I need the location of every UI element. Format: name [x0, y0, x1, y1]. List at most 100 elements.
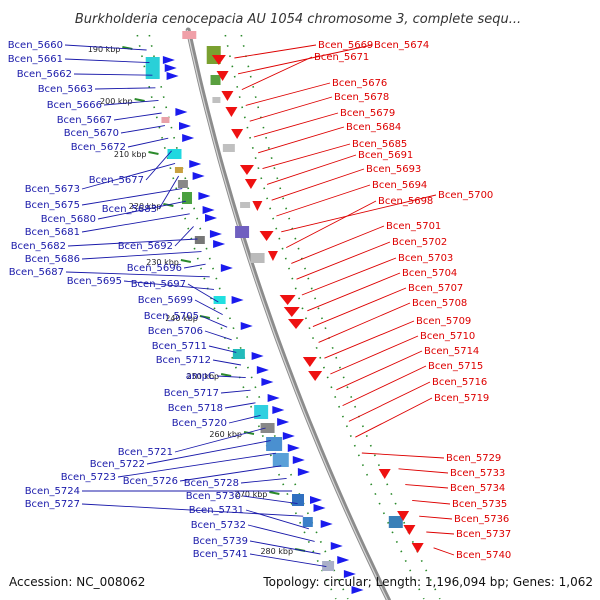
gene-label-left[interactable]: Bcen_5682: [11, 241, 66, 252]
gene-label-right[interactable]: Bcen_5676: [332, 78, 387, 89]
leader-line-left: [94, 87, 156, 90]
gene-label-left[interactable]: Bcen_5686: [25, 254, 80, 265]
gene-label-left[interactable]: Bcen_5711: [152, 341, 207, 352]
gene-label-left[interactable]: Bcen_5692: [118, 241, 173, 252]
scale-tick-label: 280 kbp: [260, 547, 293, 556]
gene-label-left[interactable]: Bcen_5660: [8, 40, 63, 51]
gene-label-right[interactable]: Bcen_5708: [412, 298, 467, 309]
gene-label-right[interactable]: Bcen_5669: [318, 40, 373, 51]
leader-line-left: [67, 238, 198, 247]
gene-label-left[interactable]: Bcen_5661: [8, 54, 63, 65]
gene-label-right[interactable]: Bcen_5693: [366, 164, 421, 175]
gene-label-left[interactable]: Bcen_5687: [9, 267, 64, 278]
gene-label-left[interactable]: Bcen_5683: [102, 204, 157, 215]
gene-label-right[interactable]: Bcen_5736: [454, 514, 509, 525]
gene-label-left[interactable]: Bcen_5666: [47, 100, 102, 111]
gene-label-left[interactable]: Bcen_5697: [131, 279, 186, 290]
leader-line-right: [398, 468, 449, 474]
reverse-gene-arrow: [411, 543, 424, 553]
gene-label-left[interactable]: Bcen_5720: [172, 418, 227, 429]
gene-label-left[interactable]: Bcen_5726: [123, 476, 178, 487]
gene-label-left[interactable]: Bcen_5699: [138, 295, 193, 306]
gene-label-right[interactable]: Bcen_5674: [374, 40, 429, 51]
gene-label-left[interactable]: Bcen_5695: [67, 276, 122, 287]
leader-line-left: [127, 137, 169, 148]
gene-label-right[interactable]: Bcen_5700: [438, 190, 493, 201]
gene-label-left[interactable]: Bcen_5712: [156, 355, 211, 366]
forward-gene-arrow: [202, 206, 215, 214]
gene-label-left[interactable]: Bcen_5663: [38, 84, 93, 95]
gene-label-left[interactable]: Bcen_5705: [144, 311, 199, 322]
gene-label-right[interactable]: Bcen_5734: [450, 483, 505, 494]
gene-label-right[interactable]: Bcen_5709: [416, 316, 471, 327]
gene-label-right[interactable]: Bcen_5715: [428, 361, 483, 372]
gene-label-left[interactable]: Bcen_5680: [41, 214, 96, 225]
gene-block: [213, 296, 226, 304]
gene-label-right[interactable]: Bcen_5716: [432, 377, 487, 388]
gene-label-left[interactable]: Bcen_5728: [184, 478, 239, 489]
leader-line-left: [200, 315, 228, 328]
gene-label-left[interactable]: Bcen_5670: [64, 128, 119, 139]
gene-label-right[interactable]: Bcen_5694: [372, 180, 427, 191]
gene-label-right[interactable]: Bcen_5691: [358, 150, 413, 161]
gene-block: [182, 192, 193, 204]
gene-label-right[interactable]: Bcen_5685: [352, 139, 407, 150]
gene-label-left[interactable]: ampC: [186, 371, 215, 382]
gene-label-left[interactable]: Bcen_5681: [25, 227, 80, 238]
gene-label-right[interactable]: Bcen_5707: [408, 283, 463, 294]
gene-block: [161, 117, 170, 123]
gene-label-right[interactable]: Bcen_5678: [334, 92, 389, 103]
gene-label-left[interactable]: Bcen_5675: [25, 200, 80, 211]
leader-line-left: [81, 162, 176, 190]
gene-label-left[interactable]: Bcen_5673: [25, 184, 80, 195]
gene-label-right[interactable]: Bcen_5698: [378, 196, 433, 207]
gene-label-left[interactable]: Bcen_5727: [25, 499, 80, 510]
gene-label-right[interactable]: Bcen_5719: [434, 393, 489, 404]
gene-label-left[interactable]: Bcen_5732: [191, 520, 246, 531]
gene-label-right[interactable]: Bcen_5735: [452, 499, 507, 510]
gene-label-left[interactable]: Bcen_5662: [17, 69, 72, 80]
leader-line-right: [253, 112, 339, 138]
scale-tick-label: 250 kbp: [187, 372, 220, 381]
forward-gene-arrow: [189, 160, 202, 168]
gene-label-left[interactable]: Bcen_5677: [89, 175, 144, 186]
leader-line-right: [405, 484, 449, 489]
gene-label-left[interactable]: Bcen_5721: [118, 447, 173, 458]
gene-label-left[interactable]: Bcen_5739: [193, 536, 248, 547]
gene-label-right[interactable]: Bcen_5671: [314, 52, 369, 63]
gene-label-left[interactable]: Bcen_5706: [148, 326, 203, 337]
gene-label-left[interactable]: Bcen_5696: [127, 263, 182, 274]
reverse-gene-arrow: [259, 231, 274, 241]
gene-label-right[interactable]: Bcen_5733: [450, 468, 505, 479]
gene-label-left[interactable]: Bcen_5672: [71, 142, 126, 153]
gene-label-right[interactable]: Bcen_5740: [456, 550, 511, 561]
gene-label-left[interactable]: Bcen_5667: [57, 115, 112, 126]
leader-line-right: [336, 350, 423, 391]
gene-label-right[interactable]: Bcen_5704: [402, 268, 457, 279]
gene-label-left[interactable]: Bcen_5717: [164, 388, 219, 399]
gene-label-right[interactable]: Bcen_5701: [386, 221, 441, 232]
leader-line-left: [158, 175, 180, 210]
reverse-gene-arrow: [287, 319, 304, 329]
gene-label-left[interactable]: Bcen_5722: [90, 459, 145, 470]
gene-label-right[interactable]: Bcen_5703: [398, 253, 453, 264]
leader-line-left: [242, 495, 298, 505]
gene-label-left[interactable]: Bcen_5730: [186, 491, 241, 502]
gene-label-right[interactable]: Bcen_5684: [346, 122, 401, 133]
leader-line-left: [73, 73, 153, 76]
leader-line-left: [249, 540, 321, 555]
gene-label-left[interactable]: Bcen_5741: [193, 549, 248, 560]
gene-label-right[interactable]: Bcen_5714: [424, 346, 479, 357]
gene-label-left[interactable]: Bcen_5718: [168, 403, 223, 414]
gene-label-right[interactable]: Bcen_5710: [420, 331, 475, 342]
gene-label-right[interactable]: Bcen_5737: [456, 529, 511, 540]
reverse-gene-arrow: [252, 201, 263, 211]
gene-label-left[interactable]: Bcen_5723: [61, 472, 116, 483]
gene-label-left[interactable]: Bcen_5724: [25, 486, 80, 497]
gene-label-right[interactable]: Bcen_5729: [446, 453, 501, 464]
gene-label-right[interactable]: Bcen_5679: [340, 108, 395, 119]
gene-block: [260, 423, 275, 433]
gene-label-left[interactable]: Bcen_5731: [189, 505, 244, 516]
gene-label-right[interactable]: Bcen_5702: [392, 237, 447, 248]
